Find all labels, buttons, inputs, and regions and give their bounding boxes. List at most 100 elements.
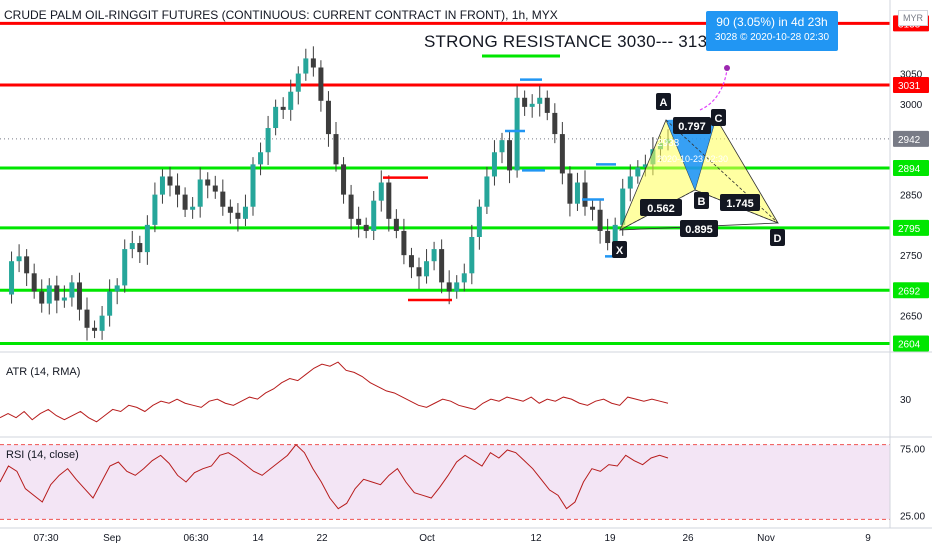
point-d: D bbox=[774, 233, 782, 245]
candle-body bbox=[416, 267, 422, 277]
level-label: 2692 bbox=[898, 286, 921, 297]
candle-body bbox=[537, 97, 543, 104]
candle-body bbox=[318, 67, 324, 101]
candle-body bbox=[544, 97, 550, 113]
rsi-band bbox=[0, 444, 890, 520]
level-tag bbox=[893, 282, 929, 299]
candle-body bbox=[348, 194, 354, 219]
candle-body bbox=[642, 164, 648, 168]
candle-body bbox=[552, 112, 558, 135]
candle-body bbox=[333, 134, 339, 165]
chart-title: CRUDE PALM OIL-RINGGIT FUTURES (CONTINUO… bbox=[4, 8, 558, 22]
atr-tick: 30 bbox=[900, 395, 912, 406]
candle-body bbox=[190, 206, 196, 210]
projection-callout[interactable]: 90 (3.05%) in 4d 23h 3028 © 2020-10-28 0… bbox=[706, 11, 838, 51]
candle-body bbox=[242, 206, 248, 219]
candle-body bbox=[61, 297, 67, 301]
rsi-tick: 75.00 bbox=[900, 445, 925, 456]
candle-body bbox=[84, 309, 90, 328]
x-tick-label: 12 bbox=[530, 533, 542, 544]
currency-label[interactable]: MYR bbox=[898, 10, 928, 26]
ratio-bc-cd-box bbox=[720, 194, 760, 211]
candle-body bbox=[424, 261, 430, 277]
candle-body bbox=[159, 176, 165, 195]
candle-body bbox=[107, 291, 113, 316]
y-tick-label: 2750 bbox=[900, 251, 923, 262]
candle-body bbox=[507, 140, 513, 171]
candle-body bbox=[325, 100, 331, 135]
point-x: X bbox=[616, 245, 624, 257]
candle-body bbox=[273, 106, 279, 129]
ratio-ab-bc-box bbox=[673, 117, 711, 134]
candle-body bbox=[129, 243, 135, 250]
pattern-price: 2938 bbox=[657, 138, 680, 149]
candle-body bbox=[454, 282, 460, 292]
y-tick-label: 2650 bbox=[900, 312, 923, 323]
point-c: C bbox=[715, 113, 723, 125]
y-tick-label: 2850 bbox=[900, 191, 923, 202]
level-label: 2894 bbox=[898, 164, 921, 175]
candle-body bbox=[76, 282, 82, 310]
candle-body bbox=[567, 173, 573, 204]
price-pane: 2938 2020-10-23 02:30 0.797 0.562 1.745 0.895… bbox=[0, 21, 890, 346]
candle-body bbox=[24, 256, 30, 274]
x-tick-label: 14 bbox=[252, 533, 264, 544]
ratio-xa-ad-box bbox=[680, 220, 718, 237]
candle-body bbox=[605, 230, 611, 244]
candle-body bbox=[114, 285, 120, 292]
candle-body bbox=[356, 218, 362, 225]
projection-arrow bbox=[699, 69, 728, 111]
candle-body bbox=[295, 73, 301, 92]
candle-body bbox=[235, 212, 241, 219]
candle-body bbox=[522, 97, 528, 107]
candle-body bbox=[31, 273, 37, 292]
candle-body bbox=[393, 218, 399, 231]
candle-body bbox=[635, 167, 641, 177]
candle-body bbox=[401, 230, 407, 256]
candle-body bbox=[469, 236, 475, 274]
y-tick-label: 3000 bbox=[900, 100, 923, 111]
candle-body bbox=[559, 134, 565, 174]
level-label: 2942 bbox=[898, 135, 921, 146]
atr-label: ATR (14, RMA) bbox=[6, 366, 81, 378]
candle-body bbox=[197, 179, 203, 207]
candle-body bbox=[582, 182, 588, 207]
point-d-box bbox=[770, 229, 785, 246]
rsi-pane bbox=[0, 443, 890, 520]
candle-body bbox=[250, 164, 256, 207]
level-label: 2604 bbox=[898, 340, 921, 351]
callout-target: 3028 © 2020-10-28 02:30 bbox=[714, 32, 830, 43]
candle-body bbox=[499, 140, 505, 153]
candle-body bbox=[99, 315, 105, 331]
point-b: B bbox=[698, 196, 706, 208]
level-tag bbox=[893, 130, 929, 147]
ratio-ab-bc: 0.797 bbox=[678, 121, 706, 133]
candle-body bbox=[612, 224, 618, 244]
resistance-annotation[interactable]: STRONG RESISTANCE 3030--- 3130 bbox=[424, 32, 717, 51]
candle-body bbox=[371, 200, 377, 231]
candle-body bbox=[220, 191, 226, 207]
x-tick-label: 9 bbox=[865, 533, 871, 544]
level-label: 3031 bbox=[898, 81, 921, 92]
point-a: A bbox=[660, 97, 668, 109]
point-c-box bbox=[711, 109, 726, 126]
x-tick-label: Oct bbox=[419, 533, 435, 544]
candle-body bbox=[92, 327, 98, 331]
x-tick-label: Nov bbox=[757, 533, 775, 544]
candle-body bbox=[461, 273, 467, 283]
candle-body bbox=[446, 282, 452, 292]
candle-body bbox=[597, 209, 603, 231]
candle-body bbox=[212, 185, 218, 192]
candle-body bbox=[227, 206, 233, 213]
x-tick-label: 26 bbox=[682, 533, 694, 544]
candle-body bbox=[16, 256, 22, 262]
callout-change: 90 (3.05%) in 4d 23h bbox=[716, 15, 828, 29]
x-tick-label: 19 bbox=[604, 533, 616, 544]
candle-body bbox=[363, 224, 369, 231]
rsi-label: RSI (14, close) bbox=[6, 449, 79, 461]
candle-body bbox=[484, 176, 490, 207]
candle-body bbox=[491, 152, 497, 177]
atr-line bbox=[0, 361, 669, 423]
candle-body bbox=[476, 206, 482, 237]
